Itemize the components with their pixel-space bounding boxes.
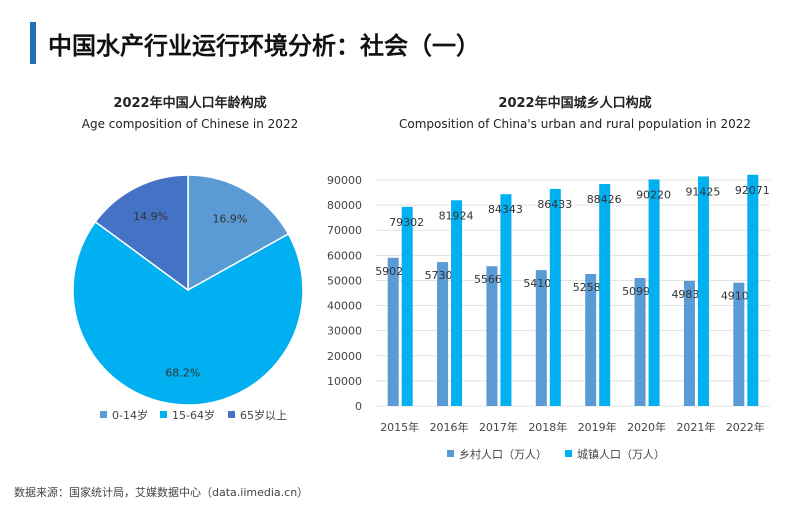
y-tick-label: 50000 (327, 274, 362, 287)
bar (733, 282, 745, 406)
x-tick-label: 2016年 (430, 420, 469, 434)
x-tick-label: 2019年 (578, 420, 617, 434)
bar (585, 273, 597, 406)
bar (401, 206, 413, 406)
pie-data-label: 14.9% (133, 210, 168, 223)
y-tick-label: 10000 (327, 375, 362, 388)
bar (549, 188, 561, 406)
x-tick-label: 2018年 (528, 420, 567, 434)
bar-data-label: 84343 (488, 203, 523, 216)
bar (486, 266, 498, 406)
bar-data-label: 92071 (735, 184, 770, 197)
legend-label: 65岁以上 (240, 408, 287, 422)
bar (500, 194, 512, 406)
bar-title: 2022年中国城乡人口构成 (498, 96, 652, 111)
y-tick-label: 30000 (327, 325, 362, 338)
y-tick-label: 20000 (327, 350, 362, 363)
x-tick-label: 2021年 (676, 420, 715, 434)
bar-data-label: 49835 (671, 288, 706, 301)
bar (451, 200, 463, 406)
legend-label: 乡村人口（万人） (459, 447, 547, 461)
y-tick-label: 40000 (327, 300, 362, 313)
bar-data-label: 59024 (375, 265, 410, 278)
bar-data-label: 88426 (587, 193, 622, 206)
bar-data-label: 55668 (474, 273, 509, 286)
y-tick-label: 0 (355, 400, 362, 413)
title-accent-bar (30, 22, 36, 64)
y-tick-label: 70000 (327, 224, 362, 237)
bar (747, 174, 759, 406)
y-tick-label: 90000 (327, 174, 362, 187)
bar-data-label: 57308 (425, 269, 460, 282)
bar (634, 277, 646, 406)
bar (683, 280, 695, 406)
data-source: 数据来源：国家统计局，艾媒数据中心（data.iimedia.cn） (14, 486, 309, 499)
bar-data-label: 52582 (573, 281, 608, 294)
legend-swatch (100, 411, 107, 418)
legend-label: 0-14岁 (112, 408, 148, 422)
y-tick-label: 80000 (327, 199, 362, 212)
pie-slice (187, 174, 290, 292)
bar-data-label: 90220 (636, 188, 671, 201)
pie-slice (94, 174, 189, 292)
bar-data-label: 49104 (721, 290, 756, 303)
bar-data-label: 54108 (523, 277, 558, 290)
bar (535, 270, 547, 406)
legend-swatch (228, 411, 235, 418)
bar-chart-heading: 2022年中国城乡人口构成 Composition of China's urb… (390, 92, 760, 131)
bar-subtitle: Composition of China's urban and rural p… (398, 117, 752, 131)
pie-chart-heading: 2022年中国人口年龄构成 Age composition of Chinese… (40, 92, 340, 131)
x-tick-label: 2020年 (627, 420, 666, 434)
x-tick-label: 2015年 (380, 420, 419, 434)
pie-subtitle: Age composition of Chinese in 2022 (81, 117, 299, 131)
bar (387, 257, 399, 406)
bar (648, 179, 660, 406)
pie-title: 2022年中国人口年龄构成 (113, 96, 267, 111)
pie-data-label: 68.2% (165, 367, 200, 380)
x-tick-label: 2022年 (726, 420, 765, 434)
y-tick-label: 60000 (327, 249, 362, 262)
bar-data-label: 50992 (622, 285, 657, 298)
bar-data-label: 91425 (685, 185, 720, 198)
legend-label: 15-64岁 (172, 408, 215, 422)
pie-data-label: 16.9% (212, 213, 247, 226)
page-title: 中国水产行业运行环境分析：社会（一） (48, 32, 480, 60)
legend-swatch (447, 450, 454, 457)
bar-data-label: 79302 (389, 216, 424, 229)
bar-data-label: 86433 (537, 198, 572, 211)
x-tick-label: 2017年 (479, 420, 518, 434)
bar (437, 262, 449, 406)
legend-label: 城镇人口（万人） (577, 447, 665, 461)
bar (599, 183, 611, 406)
pie-slice (72, 220, 304, 406)
legend-swatch (565, 450, 572, 457)
bar-data-label: 81924 (439, 209, 474, 222)
bar (697, 176, 709, 406)
legend-swatch (160, 411, 167, 418)
